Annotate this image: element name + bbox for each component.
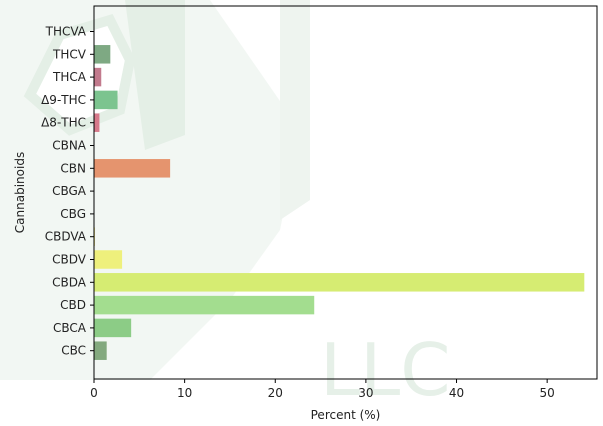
y-tick-label-cbd: CBD: [60, 298, 86, 312]
bar-cbca: [94, 318, 132, 338]
plot-area: [94, 45, 585, 360]
x-tick-label-50: 50: [540, 386, 555, 400]
y-tick-label-cbca: CBCA: [53, 321, 87, 335]
x-tick-label-0: 0: [90, 386, 98, 400]
bar-cbda: [94, 273, 585, 292]
y-axis: THCVA THCV THCA Δ9-THC Δ8-THC CBNA CBN CBGA CBG C…: [41, 25, 94, 358]
bar-9thc: [94, 90, 118, 110]
y-tick-label-cbg: CBG: [60, 207, 86, 221]
y-tick-label-cbda: CBDA: [52, 275, 87, 289]
y-tick-label-cbc: CBC: [61, 344, 86, 358]
y-tick-label-cbdv: CBDV: [52, 253, 87, 267]
x-tick-label-30: 30: [358, 386, 373, 400]
x-tick-label-40: 40: [449, 386, 464, 400]
bar-8thc: [94, 113, 100, 132]
y-tick-label-cbga: CBGA: [52, 184, 87, 198]
y-tick-label-9thc: Δ9-THC: [41, 93, 86, 107]
watermark-text: LLC: [320, 328, 451, 412]
y-tick-label-cbna: CBNA: [52, 139, 87, 153]
x-tick-label-20: 20: [268, 386, 283, 400]
y-tick-label-thcva: THCVA: [45, 25, 87, 39]
bar-thca: [94, 67, 102, 87]
x-tick-label-10: 10: [177, 386, 192, 400]
bar-cbc: [94, 341, 107, 360]
y-tick-label-cbdva: CBDVA: [45, 230, 87, 244]
y-tick-label-thcv: THCV: [52, 47, 87, 61]
bar-cbdv: [94, 250, 123, 269]
x-axis: 0 10 20 30 40 50: [90, 379, 555, 400]
plot-frame: [93, 5, 598, 380]
y-axis-title: Cannabinoids: [13, 152, 27, 233]
bar-cbd: [94, 295, 315, 315]
y-tick-label-8thc: Δ8-THC: [41, 116, 86, 130]
x-axis-title: Percent (%): [311, 408, 381, 422]
y-tick-label-thca: THCA: [52, 70, 87, 84]
bar-thcv: [94, 45, 111, 64]
y-tick-label-cbn: CBN: [60, 161, 86, 175]
bar-cbn: [94, 159, 171, 178]
